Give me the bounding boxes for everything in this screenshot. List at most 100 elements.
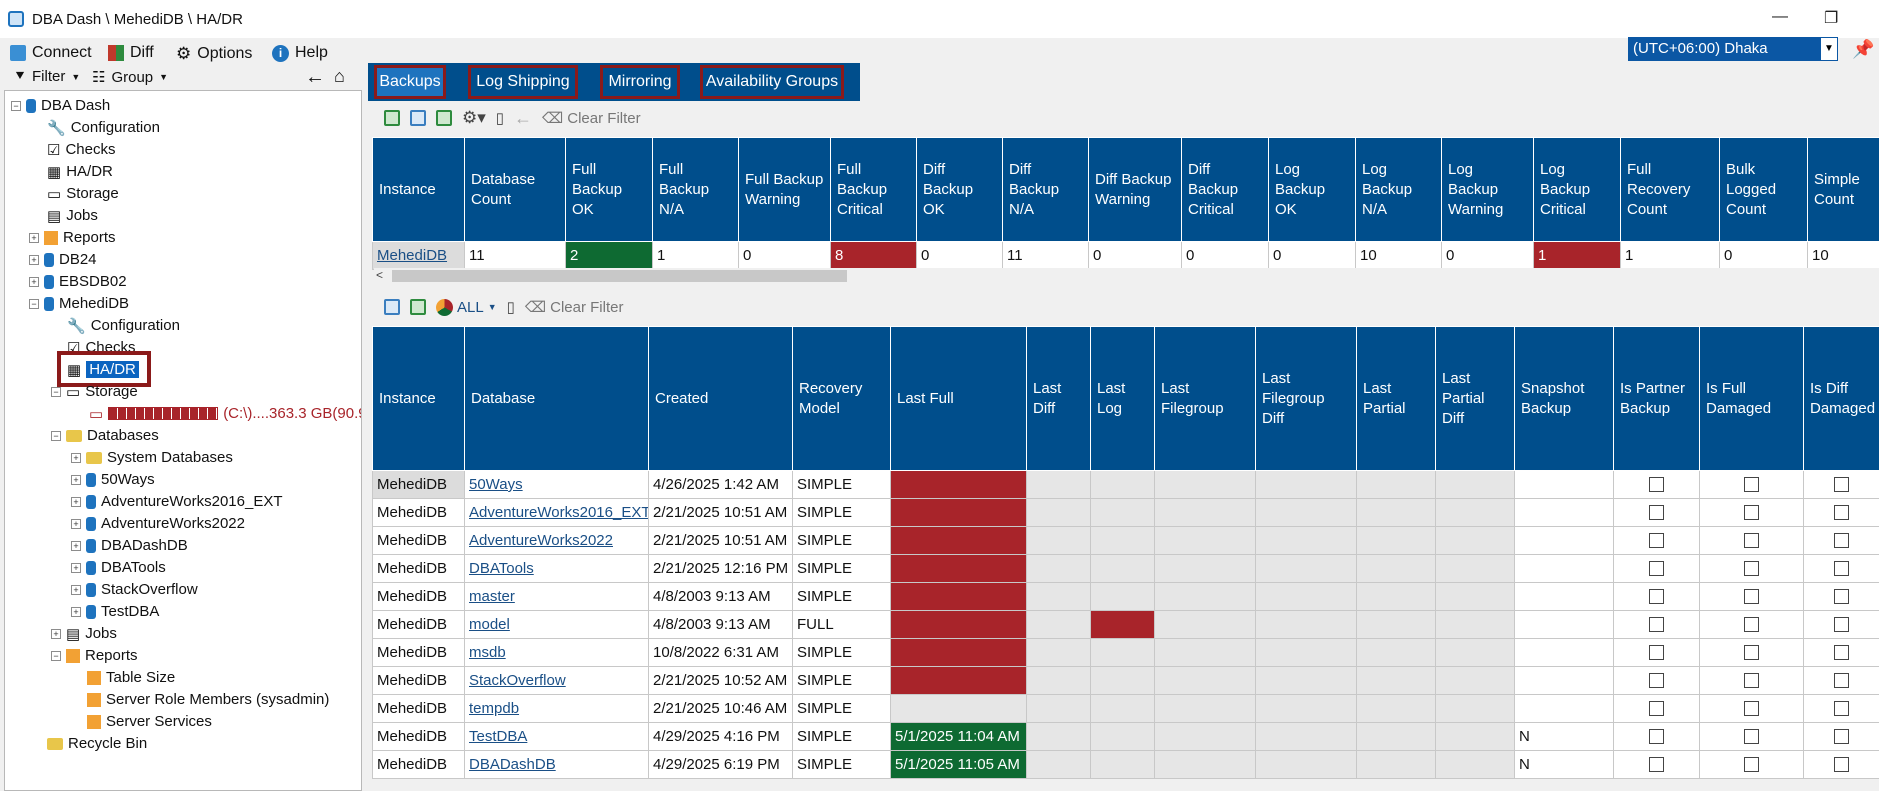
tree-node-ebsdb02[interactable]: + EBSDB02: [29, 271, 127, 292]
detail-col-last-partial-diff[interactable]: Last Partial Diff: [1435, 326, 1515, 471]
cell-database[interactable]: msdb: [464, 638, 649, 667]
cell-database[interactable]: StackOverflow: [464, 666, 649, 695]
cell-last-log[interactable]: [1090, 526, 1155, 555]
database-link[interactable]: AdventureWorks2022: [469, 532, 613, 549]
cell-last-filegroup-diff[interactable]: [1255, 666, 1357, 695]
cell-database[interactable]: model: [464, 610, 649, 639]
cell-last-partial[interactable]: [1356, 722, 1436, 751]
expand-icon[interactable]: +: [71, 562, 81, 573]
database-link[interactable]: StackOverflow: [469, 672, 566, 689]
cell-last-filegroup[interactable]: [1154, 638, 1256, 667]
cell-last-partial[interactable]: [1356, 666, 1436, 695]
cell-last-partial-diff[interactable]: [1435, 498, 1515, 527]
cell-recovery-model[interactable]: SIMPLE: [792, 694, 891, 723]
tree-node-db-adventureworks2022[interactable]: + AdventureWorks2022: [71, 513, 245, 534]
collapse-icon[interactable]: −: [29, 298, 39, 309]
tree-node-system-databases[interactable]: + System Databases: [71, 447, 233, 468]
tree-node-storage[interactable]: ▭ Storage: [47, 183, 119, 204]
tree-node-reports[interactable]: + Reports: [29, 227, 116, 248]
tree-node-db-adventureworks2016[interactable]: + AdventureWorks2016_EXT: [71, 491, 283, 512]
summary-col-diff-critical[interactable]: Diff Backup Critical: [1181, 137, 1269, 242]
cell-database[interactable]: master: [464, 582, 649, 611]
summary-cell[interactable]: 11: [464, 241, 566, 270]
partner-backup-checkbox[interactable]: [1649, 561, 1664, 576]
cell-snapshot-backup[interactable]: [1514, 638, 1614, 667]
cell-database[interactable]: tempdb: [464, 694, 649, 723]
summary-cell-full-ok[interactable]: 2: [565, 241, 653, 270]
cell-last-partial[interactable]: [1356, 610, 1436, 639]
cell-last-full[interactable]: [890, 638, 1027, 667]
partner-backup-checkbox[interactable]: [1649, 645, 1664, 660]
tab-log-shipping[interactable]: Log Shipping: [468, 65, 578, 99]
cell-last-partial[interactable]: [1356, 694, 1436, 723]
detail-col-database[interactable]: Database: [464, 326, 649, 471]
summary-cell[interactable]: 0: [916, 241, 1003, 270]
expand-icon[interactable]: +: [71, 606, 81, 617]
scrollbar-thumb[interactable]: [392, 270, 847, 282]
detail-col-last-filegroup-diff[interactable]: Last Filegroup Diff: [1255, 326, 1357, 471]
cell-last-log[interactable]: [1090, 554, 1155, 583]
filter-dropdown[interactable]: ⯆ Filter ▼: [14, 68, 80, 85]
tree-node-mehedidb-configuration[interactable]: 🔧 Configuration: [67, 315, 180, 336]
cell-instance[interactable]: MehediDB: [372, 694, 465, 723]
cell-last-partial-diff[interactable]: [1435, 666, 1515, 695]
home-icon[interactable]: ⌂: [334, 66, 345, 86]
summary-col-log-warning[interactable]: Log Backup Warning: [1441, 137, 1534, 242]
cell-last-partial-diff[interactable]: [1435, 638, 1515, 667]
cell-recovery-model[interactable]: SIMPLE: [792, 750, 891, 779]
cell-last-diff[interactable]: [1026, 722, 1091, 751]
cell-last-diff[interactable]: [1026, 582, 1091, 611]
diff-damaged-checkbox[interactable]: [1834, 757, 1849, 772]
partner-backup-checkbox[interactable]: [1649, 701, 1664, 716]
cell-last-filegroup-diff[interactable]: [1255, 554, 1357, 583]
tree-node-report-server-role[interactable]: Server Role Members (sysadmin): [87, 689, 329, 710]
partner-backup-checkbox[interactable]: [1649, 533, 1664, 548]
cell-last-filegroup-diff[interactable]: [1255, 638, 1357, 667]
table-row[interactable]: MehediDB model 4/8/2003 9:13 AM FULL: [372, 610, 1879, 639]
status-filter-dropdown[interactable]: ALL ▼: [436, 298, 497, 316]
cell-last-filegroup-diff[interactable]: [1255, 610, 1357, 639]
cell-last-filegroup-diff[interactable]: [1255, 470, 1357, 499]
columns-icon[interactable]: ▯: [495, 110, 505, 127]
cell-last-filegroup-diff[interactable]: [1255, 694, 1357, 723]
cell-last-partial-diff[interactable]: [1435, 610, 1515, 639]
tree-node-mehedidb-storage[interactable]: − ▭ Storage: [51, 381, 138, 402]
cell-last-log[interactable]: [1090, 722, 1155, 751]
cell-last-log[interactable]: [1090, 498, 1155, 527]
back-arrow-icon[interactable]: ←: [305, 66, 325, 88]
summary-col-diff-ok[interactable]: Diff Backup OK: [916, 137, 1003, 242]
tree-node-hadr[interactable]: ▦ HA/DR: [47, 161, 113, 182]
cell-recovery-model[interactable]: SIMPLE: [792, 722, 891, 751]
tree-node-mehedidb[interactable]: − MehediDB: [29, 293, 129, 314]
restore-button[interactable]: ❐: [1824, 10, 1839, 27]
diff-damaged-checkbox[interactable]: [1834, 673, 1849, 688]
cell-snapshot-backup[interactable]: [1514, 470, 1614, 499]
summary-cell-log-critical[interactable]: 1: [1533, 241, 1621, 270]
excel-export-icon[interactable]: [436, 110, 452, 126]
table-row[interactable]: MehediDB AdventureWorks2016_EXT 2/21/2025 …: [372, 498, 1879, 527]
cell-snapshot-backup[interactable]: [1514, 582, 1614, 611]
cell-instance[interactable]: MehediDB: [372, 638, 465, 667]
tree-node-jobs[interactable]: ▤ Jobs: [47, 205, 98, 226]
summary-col-bulk-logged[interactable]: Bulk Logged Count: [1719, 137, 1808, 242]
diff-damaged-checkbox[interactable]: [1834, 617, 1849, 632]
cell-last-partial[interactable]: [1356, 582, 1436, 611]
full-damaged-checkbox[interactable]: [1744, 533, 1759, 548]
diff-damaged-checkbox[interactable]: [1834, 729, 1849, 744]
summary-col-diff-na[interactable]: Diff Backup N/A: [1002, 137, 1089, 242]
database-link[interactable]: msdb: [469, 644, 506, 661]
cell-last-full[interactable]: [890, 666, 1027, 695]
cell-last-partial[interactable]: [1356, 638, 1436, 667]
cell-instance[interactable]: MehediDB: [372, 470, 465, 499]
cell-recovery-model[interactable]: FULL: [792, 610, 891, 639]
cell-snapshot-backup[interactable]: [1514, 694, 1614, 723]
cell-last-partial[interactable]: [1356, 498, 1436, 527]
help-menu[interactable]: i Help: [272, 44, 328, 62]
cell-last-diff[interactable]: [1026, 554, 1091, 583]
cell-recovery-model[interactable]: SIMPLE: [792, 554, 891, 583]
cell-last-log[interactable]: [1090, 638, 1155, 667]
cell-instance[interactable]: MehediDB: [372, 722, 465, 751]
summary-cell[interactable]: 0: [1441, 241, 1534, 270]
cell-last-filegroup-diff[interactable]: [1255, 722, 1357, 751]
cell-database[interactable]: DBADashDB: [464, 750, 649, 779]
